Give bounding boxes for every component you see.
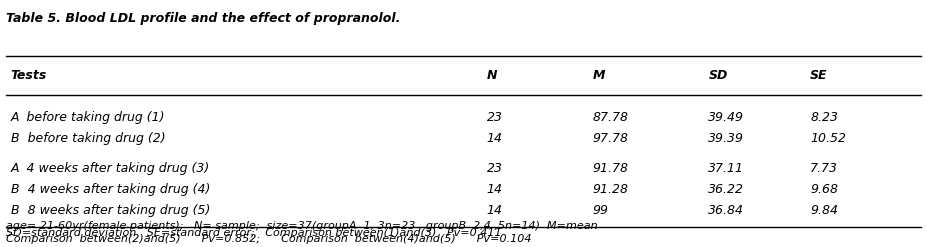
Text: SD=standard deviation   SE=standard error;   Comparison between(1)and(3)   Pv=0.: SD=standard deviation SE=standard error;…	[6, 228, 502, 238]
Text: SE: SE	[810, 69, 828, 82]
Text: 36.22: 36.22	[708, 183, 744, 196]
Text: 39.39: 39.39	[708, 132, 744, 145]
Text: 97.78: 97.78	[593, 132, 629, 145]
Text: B  8 weeks after taking drug (5): B 8 weeks after taking drug (5)	[10, 204, 210, 217]
Text: 7.73: 7.73	[810, 162, 838, 175]
Text: 10.52: 10.52	[810, 132, 846, 145]
Text: 99: 99	[593, 204, 609, 217]
Text: 23: 23	[487, 162, 502, 175]
Text: N: N	[487, 69, 497, 82]
Text: 37.11: 37.11	[708, 162, 744, 175]
Text: Tests: Tests	[10, 69, 47, 82]
Text: SD: SD	[708, 69, 728, 82]
Text: 36.84: 36.84	[708, 204, 744, 217]
Text: B  4 weeks after taking drug (4): B 4 weeks after taking drug (4)	[10, 183, 210, 196]
Text: 9.68: 9.68	[810, 183, 838, 196]
Text: A  before taking drug (1): A before taking drug (1)	[10, 111, 165, 124]
Text: 91.28: 91.28	[593, 183, 629, 196]
Text: 23: 23	[487, 111, 502, 124]
Text: B  before taking drug (2): B before taking drug (2)	[10, 132, 165, 145]
Text: A  4 weeks after taking drug (3): A 4 weeks after taking drug (3)	[10, 162, 210, 175]
Text: age= 21-60yr(female patients);   N= sample;  size=37(groupA  1, 3n=23   groupB  : age= 21-60yr(female patients); N= sample…	[6, 222, 598, 231]
Text: 39.49: 39.49	[708, 111, 744, 124]
Text: 14: 14	[487, 183, 502, 196]
Text: Comparison  between(2)and(5)      Pv=0.852;      Comparison  between(4)and(5)   : Comparison between(2)and(5) Pv=0.852; Co…	[6, 234, 531, 244]
Text: 14: 14	[487, 132, 502, 145]
Text: Table 5. Blood LDL profile and the effect of propranolol.: Table 5. Blood LDL profile and the effec…	[6, 12, 400, 25]
Text: 91.78: 91.78	[593, 162, 629, 175]
Text: 14: 14	[487, 204, 502, 217]
Text: 87.78: 87.78	[593, 111, 629, 124]
Text: 8.23: 8.23	[810, 111, 838, 124]
Text: M: M	[593, 69, 605, 82]
Text: 9.84: 9.84	[810, 204, 838, 217]
